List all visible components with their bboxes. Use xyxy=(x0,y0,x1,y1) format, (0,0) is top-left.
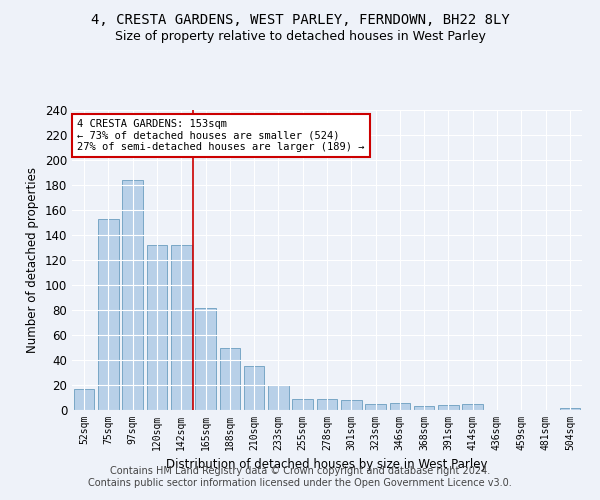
Text: 4 CRESTA GARDENS: 153sqm
← 73% of detached houses are smaller (524)
27% of semi-: 4 CRESTA GARDENS: 153sqm ← 73% of detach… xyxy=(77,119,365,152)
Text: Size of property relative to detached houses in West Parley: Size of property relative to detached ho… xyxy=(115,30,485,43)
Bar xyxy=(74,389,94,410)
Bar xyxy=(414,406,434,410)
Y-axis label: Number of detached properties: Number of detached properties xyxy=(26,167,39,353)
Bar xyxy=(122,180,143,410)
Text: Contains HM Land Registry data © Crown copyright and database right 2024.
Contai: Contains HM Land Registry data © Crown c… xyxy=(88,466,512,487)
Bar xyxy=(98,219,119,410)
Bar xyxy=(292,399,313,410)
Bar xyxy=(560,408,580,410)
Bar xyxy=(268,385,289,410)
Bar xyxy=(341,400,362,410)
Bar xyxy=(244,366,265,410)
Bar xyxy=(463,404,483,410)
Bar xyxy=(365,404,386,410)
Bar xyxy=(317,399,337,410)
X-axis label: Distribution of detached houses by size in West Parley: Distribution of detached houses by size … xyxy=(166,458,488,471)
Bar xyxy=(389,402,410,410)
Bar xyxy=(195,308,216,410)
Text: 4, CRESTA GARDENS, WEST PARLEY, FERNDOWN, BH22 8LY: 4, CRESTA GARDENS, WEST PARLEY, FERNDOWN… xyxy=(91,12,509,26)
Bar xyxy=(438,405,459,410)
Bar xyxy=(146,245,167,410)
Bar xyxy=(220,348,240,410)
Bar xyxy=(171,245,191,410)
